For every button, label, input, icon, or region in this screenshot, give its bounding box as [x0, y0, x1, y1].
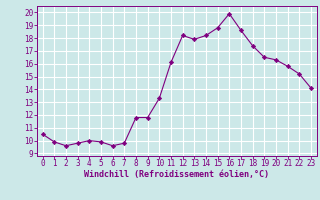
X-axis label: Windchill (Refroidissement éolien,°C): Windchill (Refroidissement éolien,°C): [84, 170, 269, 179]
